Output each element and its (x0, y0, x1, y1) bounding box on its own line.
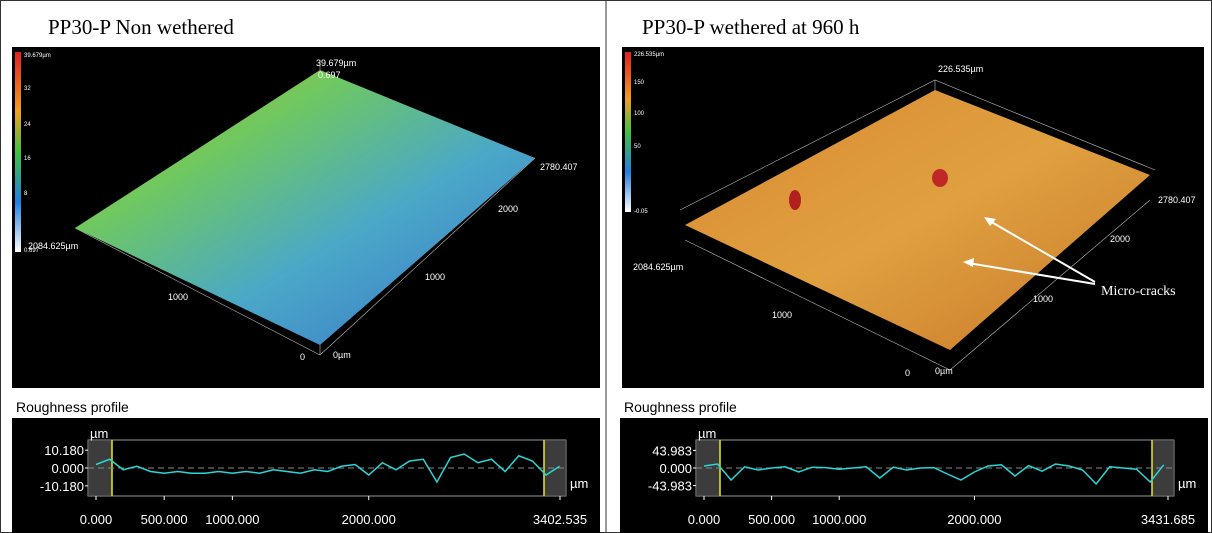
axis-label: 1000 (1033, 294, 1053, 304)
profile-line (95, 453, 561, 484)
colorbar-label: 226.535µm (634, 52, 664, 58)
y-tick-label: 43.983 (652, 443, 692, 458)
axis-label: 0.697 (318, 70, 341, 80)
axis-label: 2780.407 (540, 162, 578, 172)
peak (932, 169, 948, 187)
colorbar-label: 0.697 (24, 248, 40, 254)
x-tick-label: 500.000 (748, 512, 795, 527)
colorbar-label: 32 (24, 86, 31, 92)
arrow-head (963, 258, 974, 267)
axis-label: 2000 (498, 204, 518, 214)
colorbar-label: 8 (24, 191, 28, 197)
colorbar-label: 150 (634, 80, 645, 86)
x-tick-label: 1000.000 (812, 512, 866, 527)
profile-label: Roughness profile (624, 399, 737, 415)
x-tick-label: 0.000 (688, 512, 721, 527)
x-tick-label: 3402.535 (533, 512, 587, 527)
surface (685, 90, 1150, 350)
arrow-head (984, 217, 996, 226)
y-unit: µm (90, 426, 108, 441)
axis-label: 2084.625µm (28, 241, 78, 251)
y-tick-label: 0.000 (659, 461, 692, 476)
colorbar-label: -0.05 (634, 209, 648, 215)
x-tick-label: 2000.000 (342, 512, 396, 527)
panel-title: PP30-P wethered at 960 h (642, 15, 860, 39)
x-tick-label: 500.000 (141, 512, 188, 527)
axis-label: 0µm (935, 366, 953, 376)
colorbar-label: 24 (24, 122, 31, 128)
profile-line (703, 463, 1165, 486)
annotation-arrow (967, 219, 1096, 285)
excluded-zone (1152, 440, 1174, 496)
colorbar (625, 52, 631, 212)
colorbar (15, 52, 21, 252)
colorbar-label: 100 (634, 111, 645, 117)
y-unit: µm (698, 426, 716, 441)
colorbar-label: 39.679µm (24, 53, 51, 59)
axis-label: 0 (905, 368, 910, 378)
axis-label: 1000 (425, 272, 445, 282)
axis-label: 1000 (168, 292, 188, 302)
excluded-zone (544, 440, 566, 496)
x-unit: µm (1178, 476, 1196, 491)
x-tick-label: 2000.000 (947, 512, 1001, 527)
colorbar-label: 50 (634, 144, 641, 150)
x-tick-label: 3431.685 (1141, 512, 1195, 527)
peak (789, 190, 801, 210)
y-tick-label: 0.000 (51, 461, 84, 476)
axis-label: 2084.625µm (633, 262, 683, 272)
panel-title: PP30-P Non wethered (48, 15, 234, 39)
axis-label: 0 (300, 352, 305, 362)
y-tick-label: -43.983 (648, 479, 692, 494)
y-tick-label: -10.180 (40, 479, 84, 494)
axis-label: 1000 (772, 310, 792, 320)
axis-label: 2780.407 (1158, 195, 1196, 205)
x-tick-label: 1000.000 (205, 512, 259, 527)
x-tick-label: 0.000 (80, 512, 113, 527)
axis-label: 39.679µm (316, 58, 356, 68)
axis-label: 2000 (1110, 234, 1130, 244)
colorbar-label: 16 (24, 156, 31, 162)
axis-label: 0µm (333, 350, 351, 360)
annotation: Micro-cracks (1101, 284, 1176, 299)
surface (75, 70, 535, 345)
y-tick-label: 10.180 (44, 443, 84, 458)
x-unit: µm (570, 476, 588, 491)
axis-label: 226.535µm (938, 64, 983, 74)
profile-label: Roughness profile (16, 399, 129, 415)
